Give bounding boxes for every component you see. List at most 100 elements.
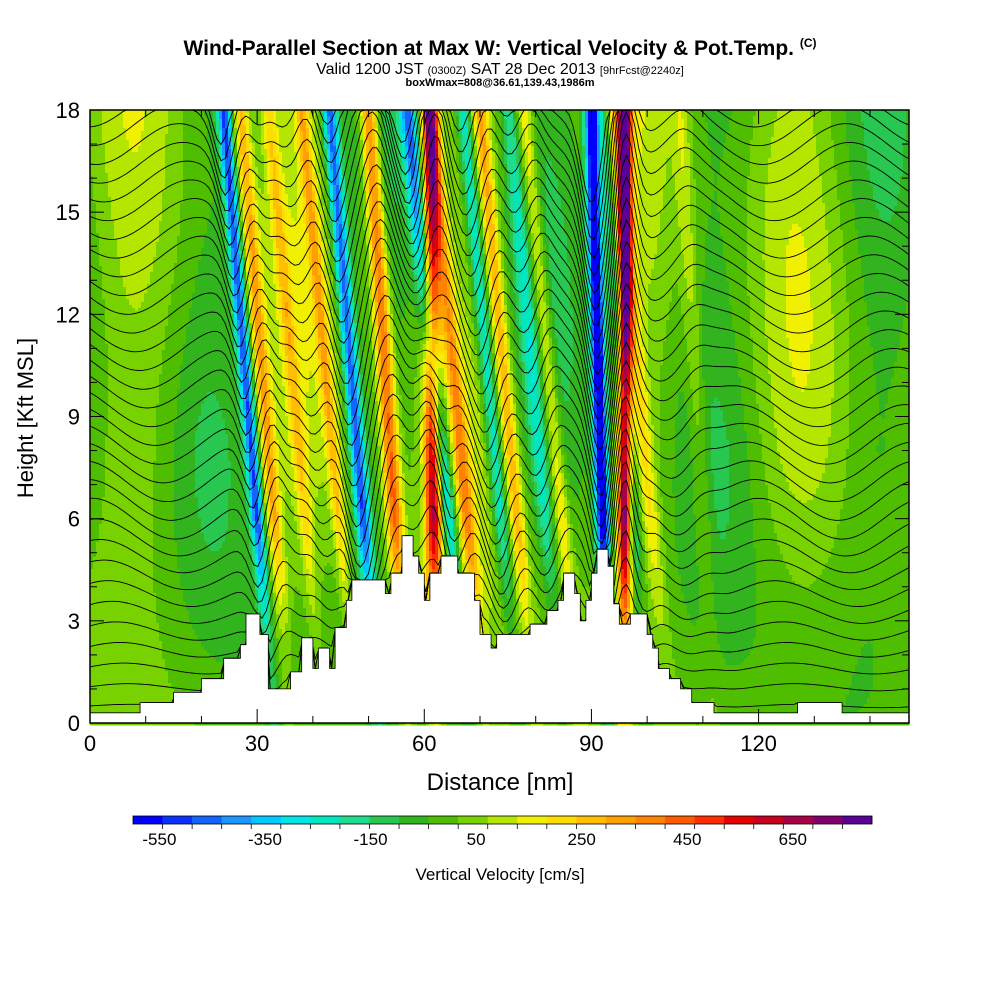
w-cell <box>153 116 157 120</box>
w-cell <box>120 119 124 123</box>
w-cell <box>648 113 652 117</box>
w-cell <box>408 113 412 117</box>
w-cell <box>261 116 265 120</box>
cross-section-chart: 0 30 60 90 1200369121518 Distance [nm] Heigh… <box>0 0 1000 1000</box>
w-cell <box>99 119 103 123</box>
w-cell <box>582 116 586 120</box>
w-cell <box>222 113 226 117</box>
w-cell <box>849 113 853 117</box>
w-cell <box>561 113 565 117</box>
w-cell <box>855 113 859 117</box>
w-cell <box>840 113 844 117</box>
w-cell <box>834 116 838 120</box>
w-cell <box>126 113 130 117</box>
w-cell <box>141 113 145 117</box>
w-cell <box>132 116 136 120</box>
w-cell <box>696 113 700 117</box>
w-cell <box>273 116 277 120</box>
w-cell <box>303 113 307 117</box>
w-cell <box>897 113 901 117</box>
w-cell <box>903 113 907 117</box>
w-cell <box>771 113 775 117</box>
w-cell <box>405 113 409 117</box>
w-cell <box>600 116 604 120</box>
w-cell <box>684 113 688 117</box>
w-cell <box>819 116 823 120</box>
w-cell <box>297 116 301 120</box>
w-cell <box>717 113 721 117</box>
w-cell <box>636 113 640 117</box>
w-cell <box>678 116 682 120</box>
w-cell <box>792 113 796 117</box>
w-cell <box>525 116 529 120</box>
w-cell <box>336 116 340 120</box>
w-cell <box>882 116 886 120</box>
w-cell <box>288 113 292 117</box>
w-cell <box>747 116 751 120</box>
w-cell <box>327 113 331 117</box>
w-cell <box>828 116 832 120</box>
w-cell <box>270 116 274 120</box>
w-cell <box>861 116 865 120</box>
w-cell <box>738 113 742 117</box>
w-cell <box>189 116 193 120</box>
w-cell <box>828 113 832 117</box>
w-cell <box>402 116 406 120</box>
w-cell <box>594 116 598 120</box>
w-cell <box>552 116 556 120</box>
w-cell <box>585 116 589 120</box>
w-cell <box>393 113 397 117</box>
w-cell <box>573 116 577 120</box>
w-cell <box>486 116 490 120</box>
w-cell <box>156 116 160 120</box>
w-cell <box>96 119 100 123</box>
w-cell <box>267 113 271 117</box>
w-cell <box>135 116 139 120</box>
w-cell <box>159 119 163 123</box>
w-cell <box>522 116 526 120</box>
w-cell <box>531 113 535 117</box>
w-cell <box>273 113 277 117</box>
w-cell <box>498 116 502 120</box>
w-cell <box>807 113 811 117</box>
w-cell <box>816 116 820 120</box>
w-cell <box>717 116 721 120</box>
w-cell <box>762 113 766 117</box>
w-cell <box>153 119 157 123</box>
w-cell <box>294 116 298 120</box>
w-cell <box>822 113 826 117</box>
w-cell <box>246 113 250 117</box>
w-cell <box>93 113 97 117</box>
w-cell <box>270 113 274 117</box>
w-cell <box>189 113 193 117</box>
w-cell <box>456 113 460 117</box>
w-cell <box>693 113 697 117</box>
w-cell <box>162 116 166 120</box>
w-cell <box>150 119 154 123</box>
w-cell <box>324 113 328 117</box>
w-cell <box>597 113 601 117</box>
w-cell <box>642 116 646 120</box>
w-cell <box>129 119 133 123</box>
w-cell <box>363 113 367 117</box>
w-cell <box>771 116 775 120</box>
w-cell <box>162 113 166 117</box>
w-cell <box>216 113 220 117</box>
w-cell <box>300 113 304 117</box>
w-cell <box>564 116 568 120</box>
w-cell <box>147 119 151 123</box>
w-cell <box>117 119 121 123</box>
w-cell <box>687 116 691 120</box>
w-cell <box>192 113 196 117</box>
w-cell <box>369 116 373 120</box>
w-cell <box>774 116 778 120</box>
w-cell <box>729 113 733 117</box>
w-cell <box>663 113 667 117</box>
w-cell <box>579 113 583 117</box>
plot-area <box>90 110 910 726</box>
w-cell <box>372 116 376 120</box>
w-cell <box>456 116 460 120</box>
w-cell <box>279 113 283 117</box>
w-cell <box>801 113 805 117</box>
w-cell <box>393 116 397 120</box>
